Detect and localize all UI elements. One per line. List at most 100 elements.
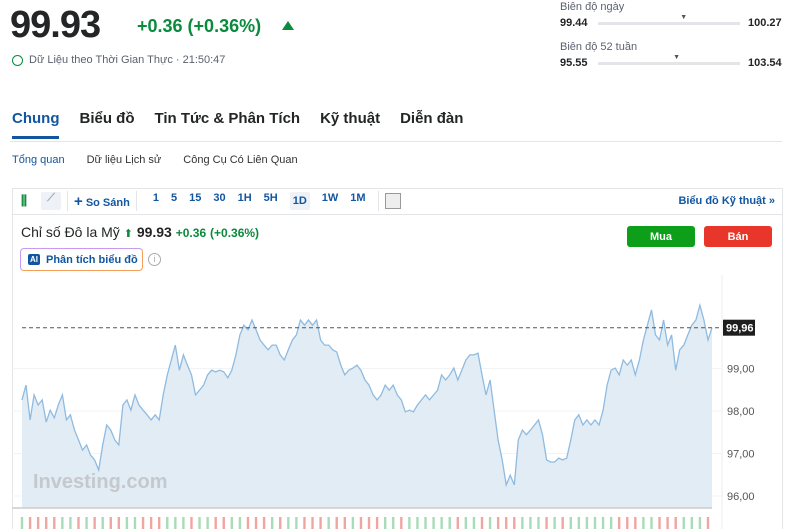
volume-bar — [408, 517, 411, 529]
interval-30[interactable]: 30 — [213, 192, 226, 204]
volume-bar — [626, 517, 629, 529]
volume-bar — [698, 517, 702, 529]
volume-bar — [658, 517, 661, 529]
interval-1M[interactable]: 1M — [350, 192, 366, 204]
volume-bar — [28, 517, 32, 529]
tab-tin-tuc[interactable]: Tin Tức & Phân Tích — [154, 110, 301, 127]
interval-1H[interactable]: 1H — [237, 192, 252, 204]
volume-bar — [311, 517, 314, 529]
price-line — [21, 302, 713, 488]
range-high: 100.27 — [748, 17, 782, 29]
range-high: 103.54 — [748, 57, 782, 69]
interval-1D[interactable]: 1D — [289, 192, 310, 210]
volume-bar — [650, 517, 653, 529]
volume-bar — [464, 517, 468, 529]
volume-bar — [521, 517, 524, 529]
volume-bar — [262, 517, 266, 529]
volume-bar — [690, 517, 694, 529]
subtab-overview[interactable]: Tổng quan — [12, 154, 65, 166]
volume-bar — [36, 517, 40, 529]
sell-button[interactable]: Bán — [704, 226, 772, 247]
volume-bar — [375, 517, 379, 529]
up-arrow-icon — [282, 21, 294, 30]
volume-bar — [577, 517, 581, 529]
y-tick-label: 97,00 — [727, 449, 755, 461]
volume-bar — [367, 517, 371, 529]
volume-bar — [101, 517, 104, 529]
volume-bar — [174, 517, 177, 529]
volume-bar — [609, 517, 613, 529]
subtab-tools[interactable]: Công Cụ Có Liên Quan — [183, 154, 298, 166]
price-area — [22, 305, 712, 508]
volume-bar — [206, 517, 209, 529]
volume-bar — [682, 517, 685, 529]
clock-icon — [12, 54, 23, 66]
technical-chart-link[interactable]: Biểu đồ Kỹ thuật » — [678, 195, 775, 207]
volume-bar — [593, 517, 597, 529]
candlestick-icon[interactable]: ⫼ — [21, 193, 27, 208]
volume-bar — [343, 517, 347, 529]
volume-bar — [327, 517, 330, 529]
volume-bar — [149, 517, 153, 529]
volume-bar — [432, 517, 435, 529]
tab-bieu-do[interactable]: Biểu đồ — [79, 110, 135, 127]
interval-15[interactable]: 15 — [189, 192, 202, 204]
instrument-pct: (+0.36%) — [210, 226, 260, 240]
volume-bar — [109, 517, 112, 529]
range-low: 95.55 — [560, 57, 588, 69]
investing-logo: Investing.com — [33, 471, 167, 493]
tab-chung[interactable]: Chung — [12, 110, 60, 139]
sub-tabs: Tổng quan Dữ liệu Lịch sử Công Cụ Có Liê… — [12, 154, 298, 166]
subtab-history[interactable]: Dữ liệu Lịch sử — [86, 154, 162, 166]
range-low: 99.44 — [560, 17, 588, 29]
interval-5H[interactable]: 5H — [263, 192, 278, 204]
info-icon[interactable]: i — [148, 253, 161, 266]
volume-bar — [53, 517, 56, 529]
tab-dien-dan[interactable]: Diễn đàn — [400, 110, 464, 127]
up-arrow-icon: ⬆ — [123, 228, 133, 240]
volume-bar — [634, 517, 637, 529]
volume-bar — [642, 517, 645, 529]
volume-bar — [448, 517, 451, 529]
volume-bar — [287, 517, 290, 529]
compare-button[interactable]: + So Sánh — [74, 193, 130, 210]
volume-bar — [222, 517, 225, 529]
volume-bar — [505, 517, 508, 529]
volume-bar — [513, 517, 516, 529]
plus-icon: + — [73, 192, 83, 210]
tab-ky-thuat[interactable]: Kỹ thuật — [320, 110, 381, 127]
interval-5[interactable]: 5 — [170, 192, 178, 204]
interval-1[interactable]: 1 — [152, 192, 159, 204]
volume-bar — [335, 517, 338, 529]
y-tick-label: 98,00 — [727, 406, 755, 418]
volume-bar — [400, 517, 403, 529]
volume-bar — [133, 517, 137, 529]
volume-bar — [295, 517, 298, 529]
divider — [10, 141, 782, 142]
volume-bar — [230, 517, 234, 529]
volume-bar — [585, 517, 589, 529]
divider — [377, 191, 379, 211]
volume-bar — [238, 517, 242, 529]
volume-bar — [472, 517, 476, 529]
volume-bar — [601, 517, 605, 529]
volume-bar — [496, 517, 500, 529]
price-change: +0.36 (+0.36%) — [137, 16, 262, 36]
volume-bar — [569, 517, 572, 529]
volume-bar — [456, 517, 459, 529]
volume-bar — [359, 517, 363, 529]
range-marker-icon: ▼ — [673, 54, 681, 61]
ai-label: Phân tích biểu đồ — [46, 253, 138, 266]
range-label: Biên độ 52 tuần — [560, 41, 638, 53]
area-chart-icon[interactable]: ⟋ — [40, 192, 61, 210]
volume-bar — [424, 517, 427, 529]
interval-1W[interactable]: 1W — [321, 192, 339, 204]
ai-analysis-button[interactable]: AI Phân tích biểu đồ — [20, 248, 143, 271]
news-icon[interactable] — [384, 193, 401, 209]
y-tick-label: 96,00 — [727, 491, 755, 503]
buy-button[interactable]: Mua — [627, 226, 695, 247]
instrument-name: Chỉ số Đô la Mỹ — [21, 224, 120, 240]
chart-panel — [12, 188, 783, 529]
volume-bar — [198, 517, 201, 529]
volume-bar — [61, 517, 64, 529]
